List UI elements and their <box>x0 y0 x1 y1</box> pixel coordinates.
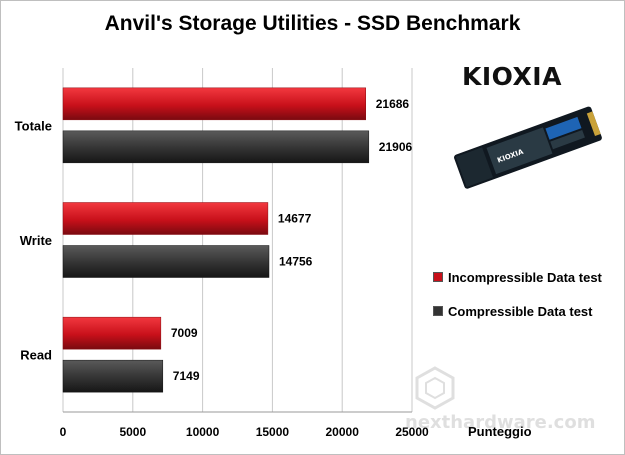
watermark-text: nexthardware.com <box>405 412 595 433</box>
data-label: 7149 <box>173 369 200 383</box>
data-label: 14756 <box>279 255 313 269</box>
gridlines <box>62 68 413 413</box>
x-tick-label: 15000 <box>256 425 290 439</box>
category-label-totale: Totale <box>15 118 52 133</box>
kioxia-logo: KIOXIA <box>462 62 562 91</box>
chart-title: Anvil's Storage Utilities - SSD Benchmar… <box>104 12 521 35</box>
data-label: 14677 <box>278 212 312 226</box>
x-tick-label: 25000 <box>395 425 429 439</box>
bar-write-compressible <box>62 245 270 278</box>
ssd-product-image: KIOXIA <box>454 106 602 189</box>
bar-totale-compressible <box>62 130 370 164</box>
x-tick-label: 5000 <box>119 425 146 439</box>
data-label: 21686 <box>376 97 410 111</box>
legend-swatch-red <box>433 272 443 282</box>
legend-label: Compressible Data test <box>448 303 593 319</box>
x-axis-title: Punteggio <box>468 424 532 439</box>
legend-label: Incompressible Data test <box>448 269 602 285</box>
bar-write-incompressible <box>62 202 269 235</box>
category-label-write: Write <box>20 233 52 248</box>
data-label: 7009 <box>171 326 198 340</box>
legend-item-incompressible: Incompressible Data test <box>433 268 602 286</box>
bar-read-incompressible <box>62 316 162 350</box>
data-label: 21906 <box>379 140 413 154</box>
x-tick-label: 0 <box>60 425 67 439</box>
legend-swatch-dark <box>433 306 443 316</box>
category-label-read: Read <box>20 348 52 363</box>
x-tick-label: 10000 <box>186 425 220 439</box>
x-tick-label: 20000 <box>326 425 360 439</box>
watermark-logo: nexthardware.com <box>405 366 595 433</box>
bar-read-compressible <box>62 359 164 393</box>
legend-item-compressible: Compressible Data test <box>433 302 602 320</box>
labels: 0 5000 10000 15000 20000 25000 Punteggio 21686 2… <box>15 97 532 439</box>
legend: Incompressible Data test Compressible Da… <box>433 268 602 336</box>
bars <box>62 87 370 393</box>
bar-totale-incompressible <box>62 87 366 121</box>
